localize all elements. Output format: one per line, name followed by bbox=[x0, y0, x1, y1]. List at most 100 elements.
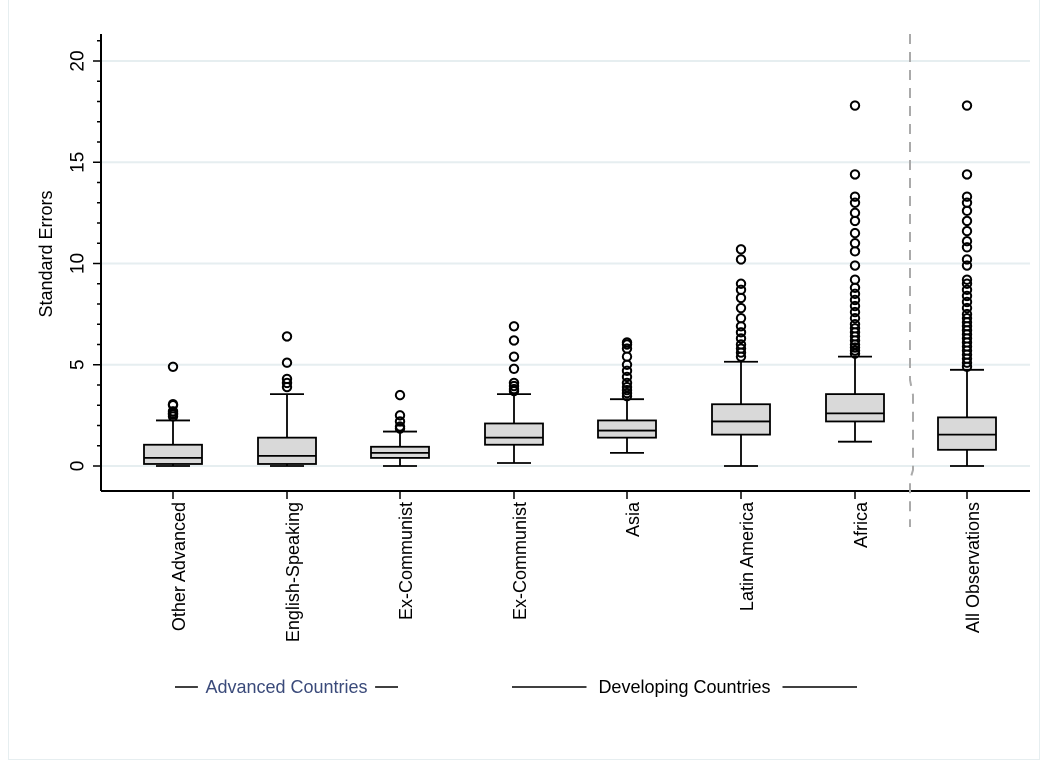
outlier-point bbox=[961, 260, 973, 271]
outlier-point bbox=[849, 191, 861, 202]
box-0 bbox=[143, 361, 203, 467]
outlier-point bbox=[849, 312, 861, 324]
box-iqr bbox=[825, 393, 885, 423]
outlier-point bbox=[961, 236, 973, 247]
outlier-point bbox=[394, 389, 406, 401]
outlier-point bbox=[281, 377, 293, 389]
outlier-point bbox=[735, 343, 747, 354]
outlier-point bbox=[961, 312, 973, 324]
outlier-point bbox=[849, 294, 861, 306]
group-label: Advanced Countries bbox=[205, 677, 367, 697]
box-iqr bbox=[484, 422, 544, 446]
group-separator-line bbox=[909, 34, 914, 527]
outlier-point bbox=[849, 319, 861, 330]
category-label: Other Advanced bbox=[169, 502, 189, 631]
outlier-point bbox=[621, 371, 633, 383]
outlier-point bbox=[508, 377, 520, 389]
outlier-point bbox=[961, 308, 973, 320]
outlier-point bbox=[849, 227, 861, 239]
outlier-point bbox=[281, 331, 293, 342]
y-tick-label: 15 bbox=[68, 152, 89, 173]
y-axis-title: Standard Errors bbox=[36, 190, 56, 317]
outlier-point bbox=[849, 169, 861, 180]
category-label: Africa bbox=[851, 501, 871, 548]
grid-lines bbox=[101, 60, 1030, 467]
outlier-point bbox=[849, 238, 861, 249]
box-iqr bbox=[257, 436, 317, 465]
outlier-point bbox=[508, 321, 520, 332]
outlier-point bbox=[281, 373, 293, 385]
outlier-point bbox=[961, 100, 973, 111]
outlier-point bbox=[849, 300, 861, 312]
outlier-point bbox=[167, 399, 179, 410]
outlier-point bbox=[735, 254, 747, 265]
outlier-point bbox=[735, 278, 747, 289]
box-4 bbox=[597, 337, 657, 454]
outlier-point bbox=[167, 406, 179, 417]
category-label: Latin America bbox=[737, 501, 757, 611]
category-label: All Observations bbox=[963, 502, 983, 633]
box-iqr bbox=[937, 416, 997, 451]
outlier-point bbox=[961, 225, 973, 237]
box-iqr bbox=[143, 443, 203, 465]
outlier-point bbox=[849, 274, 861, 285]
box-2 bbox=[370, 389, 430, 467]
outlier-point bbox=[394, 416, 406, 427]
outlier-point bbox=[621, 365, 633, 377]
y-tick-label: 0 bbox=[68, 461, 89, 472]
outlier-point bbox=[961, 215, 973, 227]
category-label: English-Speaking bbox=[283, 502, 303, 642]
outlier-point bbox=[735, 312, 747, 324]
category-labels: Other Advanced English-Speaking Ex-Communi… bbox=[169, 501, 983, 642]
outlier-point bbox=[961, 191, 973, 202]
axes: 0 5 10 15 20 bbox=[68, 34, 1030, 527]
outlier-point bbox=[508, 335, 520, 346]
outlier-point bbox=[735, 339, 747, 350]
outlier-point bbox=[621, 381, 633, 393]
outlier-point bbox=[735, 327, 747, 338]
outlier-point bbox=[735, 284, 747, 296]
outlier-point bbox=[508, 351, 520, 362]
outlier-point bbox=[735, 244, 747, 255]
group-label: Developing Countries bbox=[598, 677, 770, 697]
outlier-point bbox=[735, 333, 747, 344]
outlier-point bbox=[849, 197, 861, 208]
outlier-point bbox=[961, 284, 973, 296]
outlier-point bbox=[508, 363, 520, 374]
outlier-point bbox=[961, 242, 973, 253]
outlier-point bbox=[961, 197, 973, 208]
outlier-point bbox=[961, 290, 973, 302]
outlier-point bbox=[849, 100, 861, 111]
category-label: Asia bbox=[623, 501, 643, 537]
outlier-point bbox=[849, 260, 861, 271]
outlier-point bbox=[621, 337, 633, 348]
outlier-point bbox=[167, 361, 179, 372]
outlier-point bbox=[961, 169, 973, 180]
box-iqr bbox=[711, 403, 771, 436]
outlier-point bbox=[849, 323, 861, 334]
outlier-point bbox=[961, 254, 973, 265]
outlier-point bbox=[961, 274, 973, 285]
outlier-point bbox=[735, 302, 747, 314]
outlier-point bbox=[394, 421, 406, 432]
outlier-point bbox=[961, 302, 973, 314]
outlier-point bbox=[849, 288, 861, 300]
outlier-point bbox=[281, 357, 293, 368]
group-labels: Advanced Countries Developing Countries bbox=[175, 677, 857, 697]
box-1 bbox=[257, 331, 317, 467]
y-tick-label: 5 bbox=[68, 359, 89, 370]
outlier-point bbox=[961, 278, 973, 289]
box-5 bbox=[711, 244, 771, 467]
y-tick-label: 20 bbox=[68, 50, 89, 71]
outlier-point bbox=[849, 207, 861, 219]
y-tick-label: 10 bbox=[68, 253, 89, 274]
boxes bbox=[143, 100, 997, 467]
category-label: Ex-Communist bbox=[396, 502, 416, 620]
box-3 bbox=[484, 321, 544, 464]
outlier-point bbox=[394, 410, 406, 421]
outlier-point bbox=[849, 306, 861, 318]
box-7 bbox=[937, 100, 997, 467]
outlier-point bbox=[621, 343, 633, 354]
box-iqr bbox=[597, 419, 657, 439]
